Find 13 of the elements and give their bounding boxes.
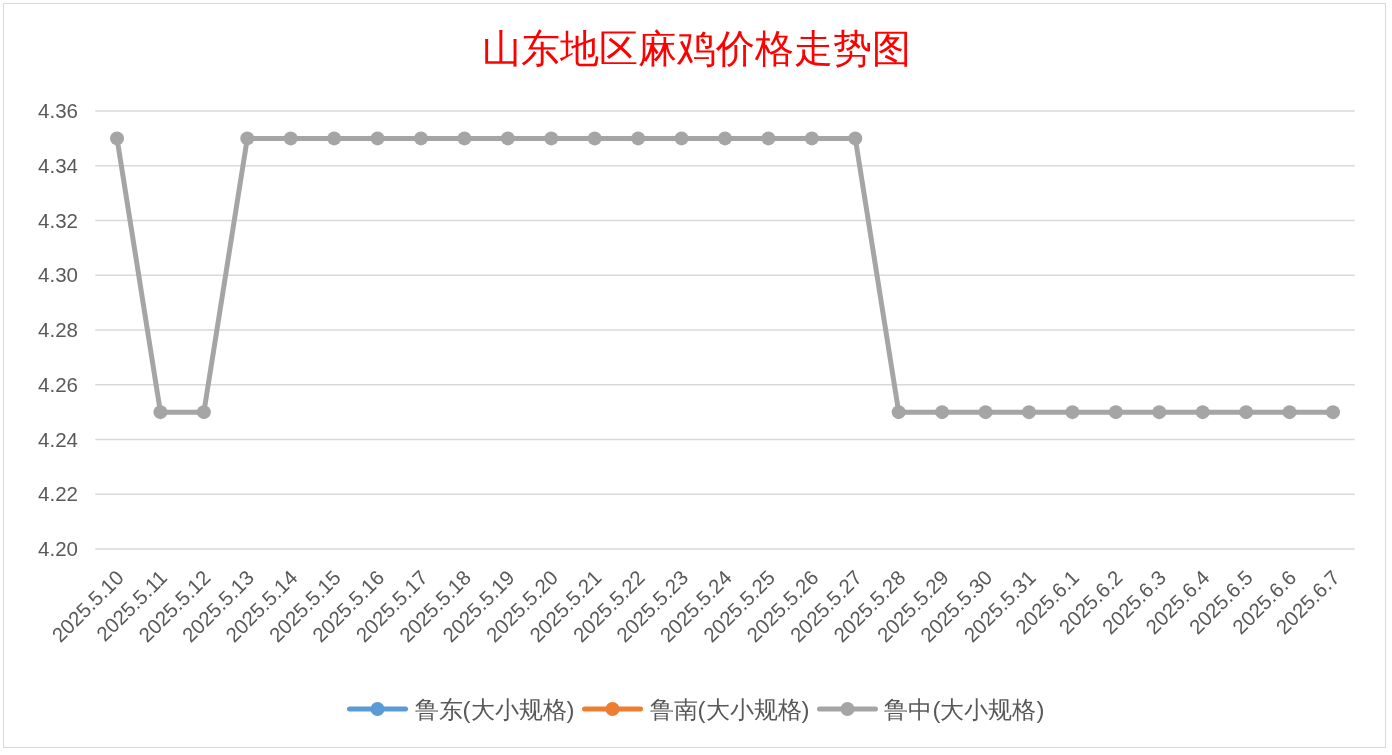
legend-label: 鲁中(大小规格)	[884, 695, 1045, 723]
legend-label: 鲁南(大小规格)	[649, 695, 810, 723]
y-tick-label: 4.24	[38, 427, 78, 451]
y-tick-label: 4.34	[38, 153, 78, 177]
y-tick-label: 4.36	[38, 99, 78, 122]
y-tick-label: 4.22	[38, 482, 78, 506]
legend-label: 鲁东(大小规格)	[414, 695, 575, 723]
title: 山东地区麻鸡价格走势图	[481, 27, 911, 70]
y-tick-label: 4.26	[38, 372, 78, 396]
y-tick-label: 4.28	[38, 318, 78, 341]
y-tick-label: 4.32	[38, 208, 78, 232]
y-tick-label: 4.20	[38, 537, 78, 560]
y-tick-label: 4.30	[38, 263, 78, 287]
